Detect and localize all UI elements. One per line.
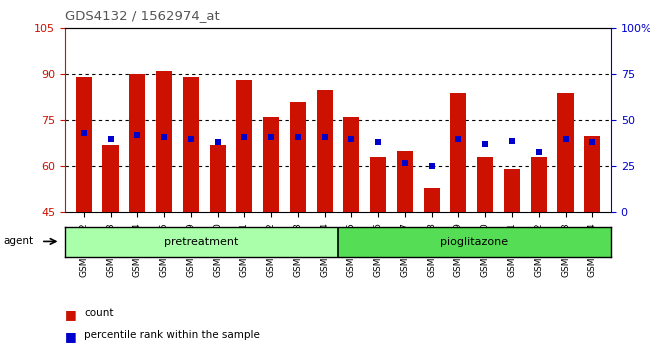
Bar xyxy=(156,71,172,212)
Bar xyxy=(397,151,413,212)
Text: ■: ■ xyxy=(65,330,77,343)
Bar xyxy=(317,90,333,212)
Bar xyxy=(530,157,547,212)
Bar xyxy=(584,136,601,212)
Bar xyxy=(209,145,226,212)
Bar xyxy=(370,157,386,212)
Bar xyxy=(103,145,118,212)
Bar xyxy=(75,78,92,212)
Bar xyxy=(504,170,520,212)
Text: pretreatment: pretreatment xyxy=(164,236,239,247)
Text: agent: agent xyxy=(3,236,33,246)
Bar xyxy=(424,188,439,212)
Text: pioglitazone: pioglitazone xyxy=(441,236,508,247)
Bar xyxy=(263,117,279,212)
Bar xyxy=(477,157,493,212)
Bar xyxy=(129,74,146,212)
Bar xyxy=(343,117,359,212)
Bar xyxy=(558,93,573,212)
Text: percentile rank within the sample: percentile rank within the sample xyxy=(84,330,261,340)
Text: GDS4132 / 1562974_at: GDS4132 / 1562974_at xyxy=(65,9,220,22)
Text: ■: ■ xyxy=(65,308,77,321)
Bar xyxy=(237,80,252,212)
Bar xyxy=(450,93,467,212)
Bar xyxy=(183,78,199,212)
Text: count: count xyxy=(84,308,114,318)
Bar xyxy=(290,102,306,212)
